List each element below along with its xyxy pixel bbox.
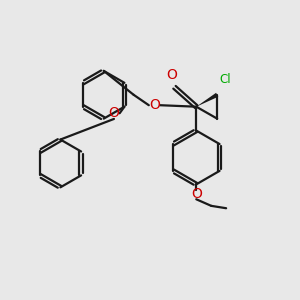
Text: Cl: Cl: [220, 74, 231, 86]
Polygon shape: [196, 93, 218, 107]
Text: O: O: [166, 68, 177, 82]
Text: O: O: [109, 106, 119, 120]
Text: O: O: [191, 187, 202, 201]
Text: O: O: [149, 98, 160, 112]
